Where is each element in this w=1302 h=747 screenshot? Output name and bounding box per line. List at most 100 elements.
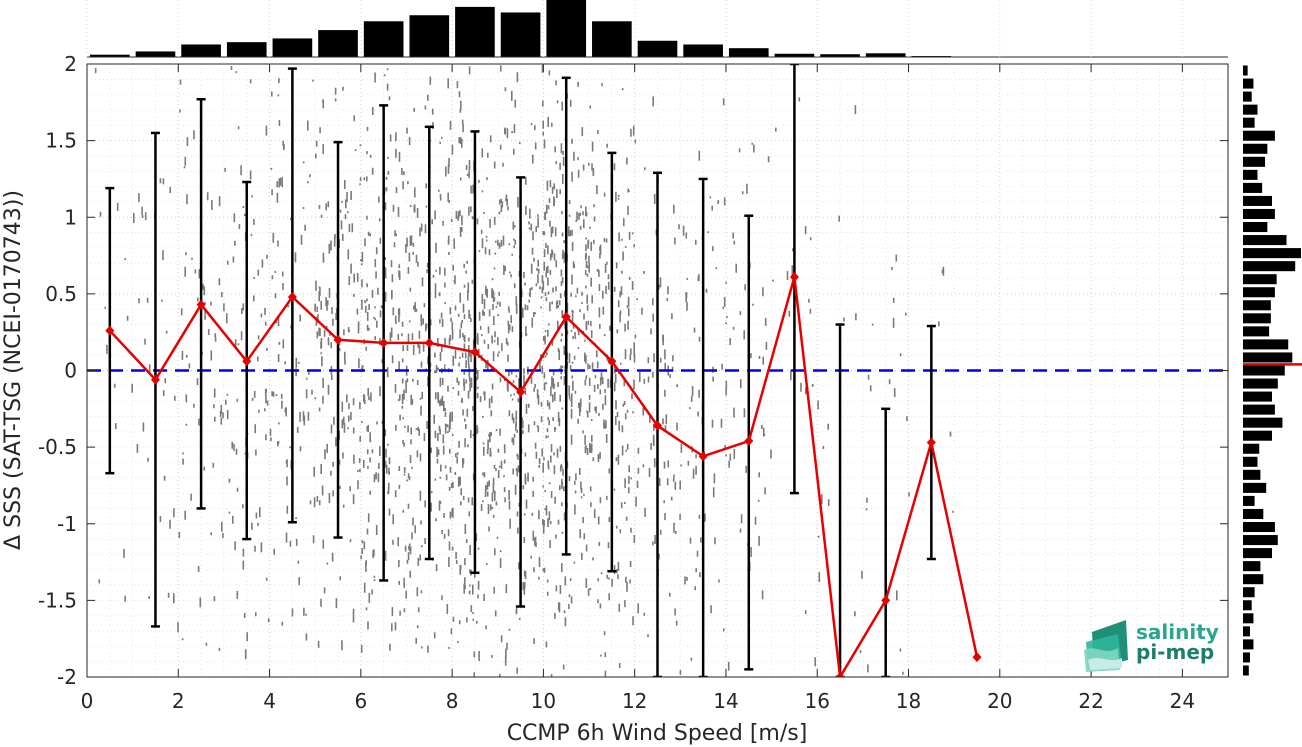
mean-marker	[926, 437, 936, 448]
wave-icon	[1084, 620, 1128, 672]
y-histogram-bar	[1243, 313, 1271, 324]
y-histogram-bar	[1243, 508, 1264, 519]
mean-marker	[561, 311, 571, 322]
y-histogram-bar	[1243, 65, 1248, 76]
y-histogram-bar	[1243, 235, 1287, 246]
y-histogram-bar	[1243, 104, 1258, 115]
x-tick-label: 8	[446, 689, 459, 713]
mean-marker	[516, 386, 526, 397]
x-histogram-bar	[774, 53, 815, 57]
y-histogram-bar	[1243, 91, 1252, 102]
x-tick-label: 0	[81, 689, 94, 713]
y-histogram-bar	[1243, 626, 1250, 637]
x-histogram-bar	[272, 38, 313, 57]
mean-line-path	[108, 276, 979, 677]
y-histogram-bar	[1243, 535, 1278, 546]
y-histogram-bar	[1243, 482, 1267, 493]
y-histogram-bar	[1243, 130, 1275, 141]
x-histogram-bar	[728, 48, 769, 57]
y-histogram-bar	[1243, 665, 1249, 676]
x-histogram-bar	[363, 21, 404, 57]
mean-marker	[744, 435, 754, 446]
y-axis-label: Δ SSS (SAT-TSG (NCEI-0170743))	[1, 190, 26, 550]
mean-line	[105, 272, 982, 677]
x-tick-label: 10	[531, 689, 556, 713]
y-histogram-bar	[1243, 587, 1255, 598]
y-tick-label: -2	[57, 665, 77, 689]
mean-marker	[424, 337, 434, 348]
x-tick-label: 18	[896, 689, 921, 713]
y-histogram-bar	[1243, 548, 1272, 559]
y-histogram-bar	[1243, 561, 1261, 572]
y-histogram-bar	[1243, 300, 1271, 311]
y-histogram-bar	[1243, 456, 1258, 467]
y-histogram-bar	[1243, 117, 1255, 128]
mean-marker	[835, 672, 845, 677]
y-histogram-bar	[1243, 600, 1252, 611]
logo-line1: salinity	[1136, 620, 1219, 644]
logo-line2: pi-mep	[1136, 640, 1214, 664]
y-tick-labels: -2 -1.5 -1 -0.5 0 0.5 1 1.5 2	[38, 52, 77, 689]
y-histogram-bar	[1243, 78, 1254, 89]
x-histogram-bar	[683, 44, 723, 57]
y-histogram-bar	[1243, 391, 1272, 402]
y-histogram-bar	[1243, 521, 1275, 533]
mean-marker	[379, 337, 389, 348]
x-tick-label: 20	[987, 689, 1012, 713]
y-histogram-bar	[1243, 495, 1255, 506]
y-histogram-bar	[1243, 143, 1268, 154]
y-histogram-bar	[1243, 274, 1277, 285]
y-histogram-bar	[1243, 352, 1293, 363]
x-tick-label: 14	[713, 689, 738, 713]
x-histogram-bar	[135, 51, 176, 57]
mean-marker	[242, 356, 252, 367]
y-histogram-bar	[1243, 261, 1296, 272]
mean-marker	[470, 347, 480, 358]
x-tick-label: 6	[354, 689, 367, 713]
y-histogram-bar	[1243, 365, 1285, 376]
y-histogram-bar	[1243, 378, 1278, 389]
y-tick-label: -1	[57, 512, 77, 536]
x-tick-label: 2	[172, 689, 185, 713]
x-histogram-bar	[409, 15, 450, 58]
y-histogram-bar	[1243, 248, 1301, 259]
y-histogram-bar	[1243, 222, 1268, 233]
y-histogram-bar	[1243, 208, 1275, 220]
y-histogram	[1243, 65, 1302, 676]
x-tick-label: 16	[805, 689, 830, 713]
y-histogram-bar	[1243, 574, 1264, 585]
mean-marker	[196, 299, 206, 310]
y-tick-label: -0.5	[38, 435, 77, 459]
y-histogram-bar	[1243, 169, 1258, 180]
y-tick-label: 1	[64, 205, 77, 229]
x-histogram-bar	[90, 54, 130, 57]
y-histogram-bar	[1243, 326, 1270, 337]
y-histogram-bar	[1243, 469, 1261, 480]
x-histogram-bar	[637, 40, 678, 57]
error-bar	[881, 407, 891, 677]
y-tick-label: -1.5	[38, 588, 77, 612]
x-histogram-bar	[865, 53, 906, 57]
mean-marker	[150, 374, 160, 385]
y-tick-label: 0.5	[45, 282, 77, 306]
error-bars	[105, 64, 936, 677]
y-tick-label: 1.5	[45, 129, 77, 153]
error-bar	[835, 323, 845, 677]
mean-marker	[287, 291, 297, 302]
mean-marker	[972, 652, 982, 663]
mean-marker	[333, 334, 343, 345]
x-histogram-bar	[546, 0, 587, 57]
y-histogram-bar	[1243, 430, 1272, 441]
y-histogram-bar	[1243, 639, 1254, 650]
y-histogram-bar	[1243, 404, 1275, 415]
y-histogram-bar	[1243, 613, 1254, 624]
mean-marker	[789, 272, 799, 283]
x-tick-label: 22	[1078, 689, 1103, 713]
y-tick-label: 2	[64, 52, 77, 76]
x-axis-label: CCMP 6h Wind Speed [m/s]	[507, 721, 808, 746]
x-histogram-bar	[820, 54, 860, 57]
axis-ticks	[86, 63, 1228, 678]
y-histogram-bar	[1243, 652, 1250, 663]
x-histogram-bar	[181, 44, 221, 57]
